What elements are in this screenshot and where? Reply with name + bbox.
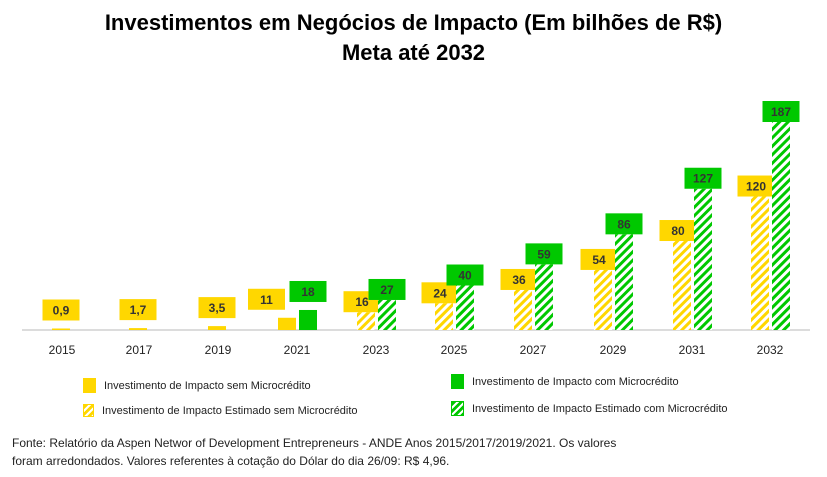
legend-item: Investimento de Impacto sem Microcrédito — [83, 378, 311, 393]
data-label-box — [198, 297, 236, 319]
data-label: 11 — [260, 293, 273, 307]
bar — [278, 317, 296, 330]
bar — [694, 188, 712, 330]
data-label: 120 — [746, 180, 766, 194]
bar — [673, 241, 691, 330]
bar — [456, 285, 474, 330]
data-label: 86 — [617, 217, 631, 231]
data-label-box — [580, 248, 618, 270]
chart-title: Investimentos em Negócios de Impacto (Em… — [104, 10, 723, 35]
x-tick-label: 2023 — [363, 343, 390, 357]
data-label-box — [762, 101, 800, 122]
legend-label: Investimento de Impacto Estimado sem Mic… — [102, 404, 358, 417]
data-label: 24 — [433, 286, 447, 300]
data-label-box — [525, 243, 563, 265]
x-tick-label: 2017 — [126, 343, 153, 357]
data-label: 54 — [592, 253, 606, 267]
data-label: 80 — [671, 224, 685, 238]
legend-swatch — [451, 401, 464, 416]
x-tick-label: 2029 — [600, 343, 627, 357]
bar — [129, 328, 147, 330]
data-label: 187 — [771, 105, 791, 119]
data-label-box — [421, 282, 459, 304]
x-tick-label: 2031 — [679, 343, 706, 357]
bar — [52, 328, 70, 330]
bar — [535, 264, 553, 330]
x-tick-label: 2025 — [441, 343, 468, 357]
legend-swatch — [451, 374, 464, 389]
legend-label: Investimento de Impacto sem Microcrédito — [104, 379, 311, 392]
legend-label: Investimento de Impacto com Microcrédito — [472, 375, 679, 388]
data-label-box — [737, 175, 775, 197]
legend-item: Investimento de Impacto Estimado sem Mic… — [83, 404, 358, 417]
data-label-box — [119, 299, 157, 321]
data-label: 40 — [458, 269, 472, 283]
data-label-box — [42, 299, 80, 321]
data-label: 36 — [512, 273, 526, 287]
data-label: 3,5 — [209, 301, 226, 315]
data-label: 127 — [693, 172, 713, 186]
data-label-box — [500, 268, 538, 290]
source-note: Fonte: Relatório da Aspen Networ of Deve… — [12, 434, 616, 470]
source-note-line: Fonte: Relatório da Aspen Networ of Deve… — [12, 436, 617, 450]
data-label: 0,9 — [53, 304, 70, 318]
legend-label: Investimento de Impacto Estimado com Mic… — [472, 402, 728, 415]
data-label-box — [289, 280, 327, 302]
data-label-box — [659, 220, 697, 242]
data-label: 27 — [380, 283, 394, 297]
bar — [514, 289, 532, 330]
bar — [772, 122, 790, 330]
legend-item: Investimento de Impacto Estimado com Mic… — [451, 401, 728, 416]
legend-swatch — [83, 404, 94, 417]
bar — [751, 196, 769, 330]
data-label-box — [368, 278, 406, 300]
x-tick-label: 2021 — [284, 343, 311, 357]
source-note-line: foram arredondados. Valores referentes à… — [12, 454, 450, 468]
chart-subtitle: Meta até 2032 — [341, 40, 486, 65]
x-tick-label: 2027 — [520, 343, 547, 357]
data-label: 59 — [537, 247, 551, 261]
bar — [594, 269, 612, 330]
plot-area: 2015 2017 2019 2021 2023 2025 2027 2029 2031 2032… — [22, 101, 810, 357]
bar — [357, 312, 375, 330]
data-label-box — [605, 213, 643, 235]
legend-item: Investimento de Impacto com Microcrédito — [451, 374, 679, 389]
data-label-box — [684, 167, 722, 189]
data-label-box — [446, 264, 484, 286]
data-label: 18 — [301, 285, 315, 299]
bar — [208, 326, 226, 330]
data-label-box — [248, 288, 285, 310]
bar — [435, 303, 453, 330]
bar — [299, 309, 317, 330]
data-label: 1,7 — [130, 303, 147, 317]
x-tick-label: 2032 — [757, 343, 784, 357]
x-tick-label: 2019 — [205, 343, 232, 357]
legend-swatch — [83, 378, 96, 393]
bar — [378, 299, 396, 330]
x-tick-label: 2015 — [49, 343, 76, 357]
data-label: 16 — [355, 295, 369, 309]
bar — [615, 234, 633, 330]
